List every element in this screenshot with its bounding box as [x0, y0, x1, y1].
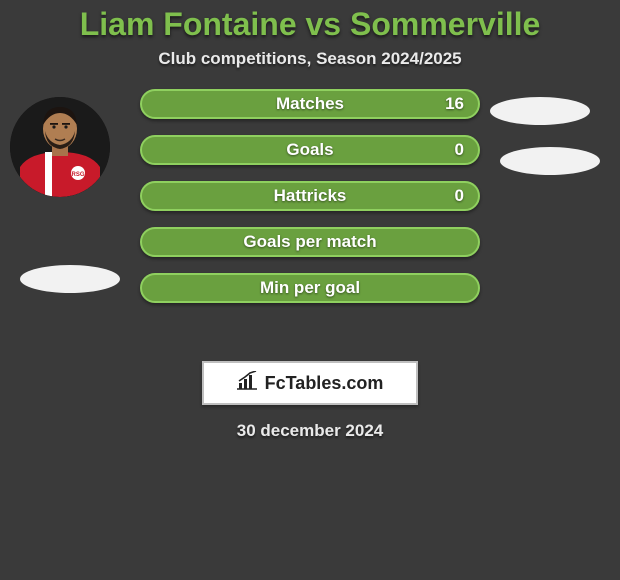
brand-text: FcTables.com — [265, 373, 384, 394]
stat-label: Goals — [286, 140, 333, 160]
stat-label: Min per goal — [260, 278, 360, 298]
player-left-avatar: RSG — [10, 97, 110, 197]
stat-label: Hattricks — [274, 186, 347, 206]
stat-bar-min-per-goal: Min per goal — [140, 273, 480, 303]
stat-value: 0 — [455, 186, 464, 206]
stat-bar-goals: Goals 0 — [140, 135, 480, 165]
comparison-panel: RSG Matches — [0, 97, 620, 357]
brand-chart-icon — [237, 371, 259, 396]
stat-value: 0 — [455, 140, 464, 160]
page-title: Liam Fontaine vs Sommerville — [0, 0, 620, 43]
stat-bar-hattricks: Hattricks 0 — [140, 181, 480, 211]
brand-badge: FcTables.com — [202, 361, 418, 405]
player-left-placeholder — [20, 265, 120, 293]
date-line: 30 december 2024 — [0, 421, 620, 441]
stat-value: 16 — [445, 94, 464, 114]
stat-bar-matches: Matches 16 — [140, 89, 480, 119]
stat-label: Goals per match — [243, 232, 376, 252]
stat-bar-goals-per-match: Goals per match — [140, 227, 480, 257]
subtitle: Club competitions, Season 2024/2025 — [0, 49, 620, 69]
player-right-placeholder-1 — [490, 97, 590, 125]
svg-text:RSG: RSG — [71, 172, 84, 178]
stat-label: Matches — [276, 94, 344, 114]
player-right-placeholder-2 — [500, 147, 600, 175]
stat-bars: Matches 16 Goals 0 Hattricks 0 Goals per… — [140, 89, 480, 319]
